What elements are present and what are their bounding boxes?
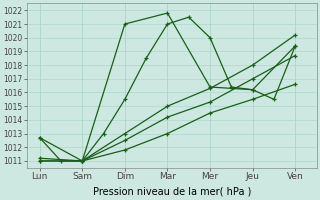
X-axis label: Pression niveau de la mer( hPa ): Pression niveau de la mer( hPa )	[92, 187, 251, 197]
